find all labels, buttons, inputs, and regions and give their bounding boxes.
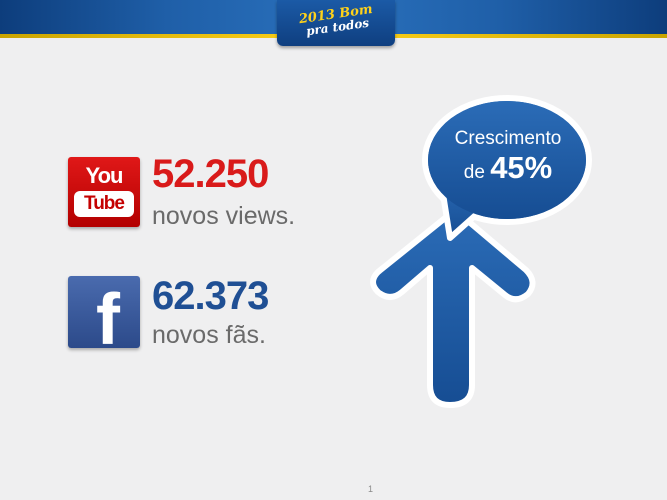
facebook-fans-value: 62.373 [152, 274, 269, 318]
growth-value: 45% [490, 150, 553, 185]
facebook-logo-letter: f [96, 280, 120, 348]
campaign-logo: 2013 Bom pra todos [277, 0, 395, 46]
youtube-views-label: novos views. [152, 202, 296, 230]
youtube-logo-icon: You Tube [68, 157, 140, 227]
growth-text: Crescimento de 45% [432, 128, 584, 186]
growth-label: Crescimento [454, 128, 562, 149]
youtube-logo-tube-box: Tube [74, 191, 134, 217]
growth-bubble [422, 95, 592, 241]
up-arrow-icon [370, 207, 536, 408]
page-number: 1 [368, 484, 374, 494]
youtube-logo-top: You [85, 163, 124, 188]
facebook-logo-icon: f [68, 276, 140, 348]
facebook-fans-label: novos fãs. [152, 321, 266, 349]
growth-prefix: de [463, 162, 491, 183]
youtube-views-value: 52.250 [152, 152, 269, 196]
youtube-logo-bottom: Tube [84, 193, 125, 214]
